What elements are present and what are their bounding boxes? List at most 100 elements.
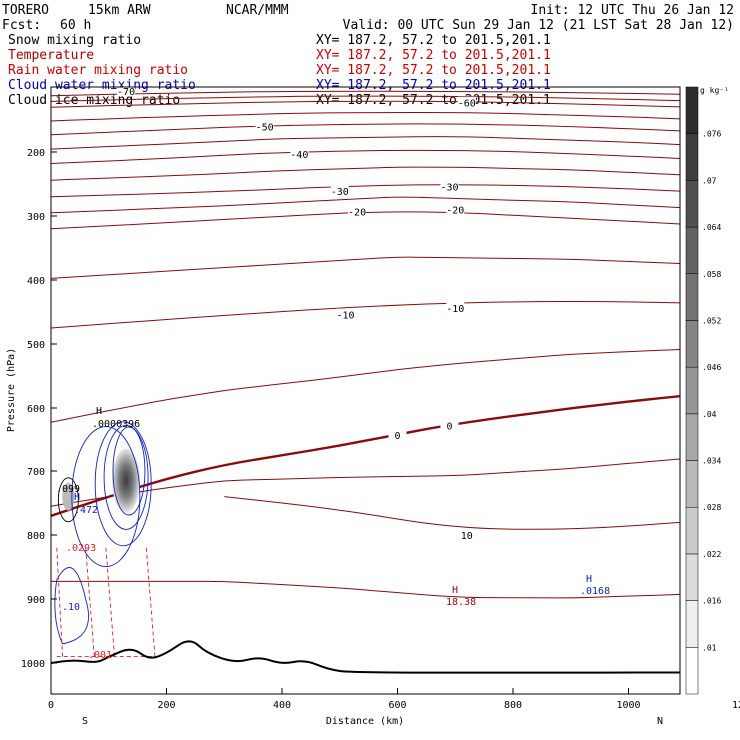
cloud-water-contour bbox=[112, 426, 146, 516]
rain-contour bbox=[145, 547, 156, 657]
rain-contour bbox=[105, 547, 115, 657]
isotherm-label: -70 bbox=[117, 87, 135, 98]
colorbar-label: .016 bbox=[702, 597, 721, 606]
isotherm-line bbox=[51, 211, 680, 230]
isotherm-line bbox=[51, 123, 680, 136]
legend-cloudwater-xy: XY= 187.2, 57.2 to 201.5,201.1 bbox=[316, 78, 551, 93]
isotherm-label-bg bbox=[440, 180, 459, 192]
legend-snow-name: Snow mixing ratio bbox=[8, 33, 141, 48]
colorbar-swatch bbox=[685, 366, 699, 415]
annotations: H.0000396.099H.472.0293.001.10H18.38H.01… bbox=[56, 406, 610, 661]
colorbar-swatch bbox=[685, 320, 699, 368]
colorbar-label: .07 bbox=[702, 176, 717, 185]
isotherm-label: -40 bbox=[290, 150, 308, 161]
isotherm-line bbox=[51, 100, 680, 108]
isotherm-line bbox=[51, 95, 680, 102]
y-tick-label: 300 bbox=[27, 212, 45, 223]
isotherm-label-bg bbox=[446, 302, 465, 314]
isotherm-line bbox=[51, 395, 680, 517]
colorbar-label: .028 bbox=[702, 503, 721, 512]
x-tick-label: 1000 bbox=[616, 700, 640, 711]
colorbar-swatch bbox=[685, 506, 699, 555]
isotherm-label: -60 bbox=[458, 99, 476, 110]
legend-rain-name: Rain water mixing ratio bbox=[8, 63, 188, 78]
legend-temp-xy: XY= 187.2, 57.2 to 201.5,201.1 bbox=[316, 48, 551, 63]
isotherm-line bbox=[51, 580, 680, 599]
y-tick-label: 400 bbox=[27, 276, 45, 287]
snow-contour bbox=[57, 477, 79, 523]
y-axis-title: Pressure (hPa) bbox=[6, 348, 17, 432]
cloud-water-contour bbox=[94, 421, 152, 547]
cloud-ice-max-value: .0000396 bbox=[92, 419, 140, 430]
isotherm-label-bg bbox=[330, 185, 349, 197]
isotherm-label-bg bbox=[457, 529, 476, 540]
colorbar-swatch bbox=[685, 460, 699, 508]
isotherm-label: -30 bbox=[331, 187, 349, 198]
isotherm-line bbox=[51, 184, 680, 198]
header-resolution: 15km ARW bbox=[88, 3, 151, 18]
cloud-water-contour bbox=[103, 424, 149, 530]
y-tick-label: 700 bbox=[27, 467, 45, 478]
isotherm-label: -20 bbox=[446, 206, 464, 217]
isotherm-label: 10 bbox=[461, 531, 473, 542]
isotherm-line bbox=[224, 496, 680, 530]
y-tick-label: 900 bbox=[27, 595, 45, 606]
header-init: Init: 12 UTC Thu 26 Jan 12 bbox=[531, 3, 735, 18]
plot-frame bbox=[50, 86, 681, 695]
colorbar-swatch bbox=[685, 413, 699, 461]
axes: 0200400600800100012001400160018002000200… bbox=[21, 148, 740, 711]
isotherm-line bbox=[51, 348, 680, 423]
legend-snow-xy: XY= 187.2, 57.2 to 201.5,201.1 bbox=[316, 33, 551, 48]
isotherm-label: -30 bbox=[440, 183, 458, 194]
cloud-ice-shading bbox=[62, 482, 75, 511]
colorbar-swatch bbox=[685, 226, 699, 275]
x-tick-label: 200 bbox=[157, 700, 175, 711]
colorbar-swatch bbox=[685, 180, 699, 228]
cloud-water-contour bbox=[71, 426, 141, 568]
cloud-water-max2-value: .0168 bbox=[580, 586, 610, 597]
isotherm-line bbox=[51, 111, 680, 122]
temp-max-marker: H bbox=[452, 585, 458, 596]
cloud-water-label: .10 bbox=[62, 602, 80, 613]
colorbar-label: .04 bbox=[702, 410, 717, 419]
colorbar-swatch bbox=[685, 133, 699, 181]
isotherm-label-bg bbox=[117, 87, 136, 97]
rain-label: .001 bbox=[88, 650, 112, 661]
colorbar-label: .052 bbox=[702, 316, 721, 325]
cloud-water-max-value: .472 bbox=[74, 505, 98, 516]
cloud-water-max2-marker: H bbox=[586, 574, 592, 585]
isotherm-label-bg bbox=[255, 120, 274, 132]
temperature-isotherms: -70-70-60-50-40-30-30-20-20-20-10-10-100… bbox=[51, 87, 680, 599]
cloud-water-contour bbox=[54, 567, 89, 645]
isotherm-label: -20 bbox=[348, 208, 366, 219]
x-axis-title: Distance (km) bbox=[326, 716, 404, 727]
isotherm-label-bg bbox=[457, 96, 476, 108]
colorbar-label: .034 bbox=[702, 457, 721, 466]
isotherm-line bbox=[51, 458, 680, 507]
header-fcst-value: 60 h bbox=[60, 18, 91, 33]
colorbar-swatch bbox=[685, 86, 699, 134]
cloud-water-max-marker: H bbox=[74, 492, 80, 503]
isotherm-line bbox=[51, 149, 680, 164]
y-tick-label: 1000 bbox=[21, 659, 45, 670]
isotherm-line bbox=[51, 136, 680, 150]
isotherm-line bbox=[51, 166, 680, 181]
header-valid: Valid: 00 UTC Sun 29 Jan 12 (21 LST Sat … bbox=[343, 18, 734, 33]
y-tick-label: 500 bbox=[27, 340, 45, 351]
colorbar-units: g kg⁻¹ bbox=[700, 86, 729, 95]
isotherm-label-bg bbox=[440, 419, 459, 431]
terrain-line bbox=[51, 640, 680, 674]
isotherm-label: 0 bbox=[446, 422, 452, 433]
header-fcst-label: Fcst: bbox=[2, 18, 41, 33]
isotherm-label-bg bbox=[336, 308, 355, 320]
legend-temp-name: Temperature bbox=[8, 48, 94, 63]
colorbar-swatch bbox=[685, 553, 699, 601]
isotherm-line bbox=[51, 196, 680, 214]
colorbar-label: .022 bbox=[702, 550, 721, 559]
cloud-ice-max-marker: H bbox=[96, 406, 102, 417]
colorbar-label: .076 bbox=[702, 130, 721, 139]
x-tick-label: 800 bbox=[504, 700, 522, 711]
y-tick-label: 800 bbox=[27, 531, 45, 542]
